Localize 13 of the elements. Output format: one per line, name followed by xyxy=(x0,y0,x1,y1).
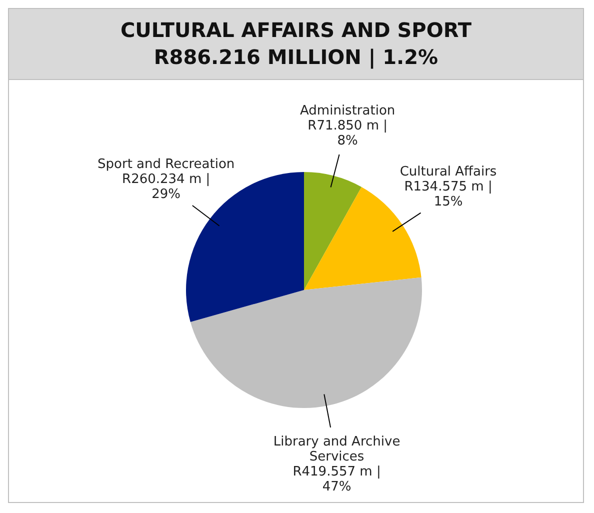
data-label: R419.557 m | 47% xyxy=(292,464,381,494)
chart-subtitle: R886.216 MILLION | 1.2% xyxy=(152,44,440,71)
chart-title: CULTURAL AFFAIRS AND SPORT xyxy=(119,17,472,44)
data-label: R71.850 m | 8% xyxy=(308,118,388,149)
pie-slice xyxy=(186,172,304,322)
pie-slice xyxy=(304,172,362,290)
slice-label: Administration xyxy=(300,104,396,119)
data-label: R260.234 m | 29% xyxy=(122,172,210,202)
data-label: R134.575 m | 15% xyxy=(404,179,492,210)
pie-slice xyxy=(190,277,422,408)
slice-label: Sport and Recreation xyxy=(98,156,235,172)
slice-label: Cultural Affairs xyxy=(400,164,497,180)
slice-label: Library and Archive Services xyxy=(273,434,400,464)
